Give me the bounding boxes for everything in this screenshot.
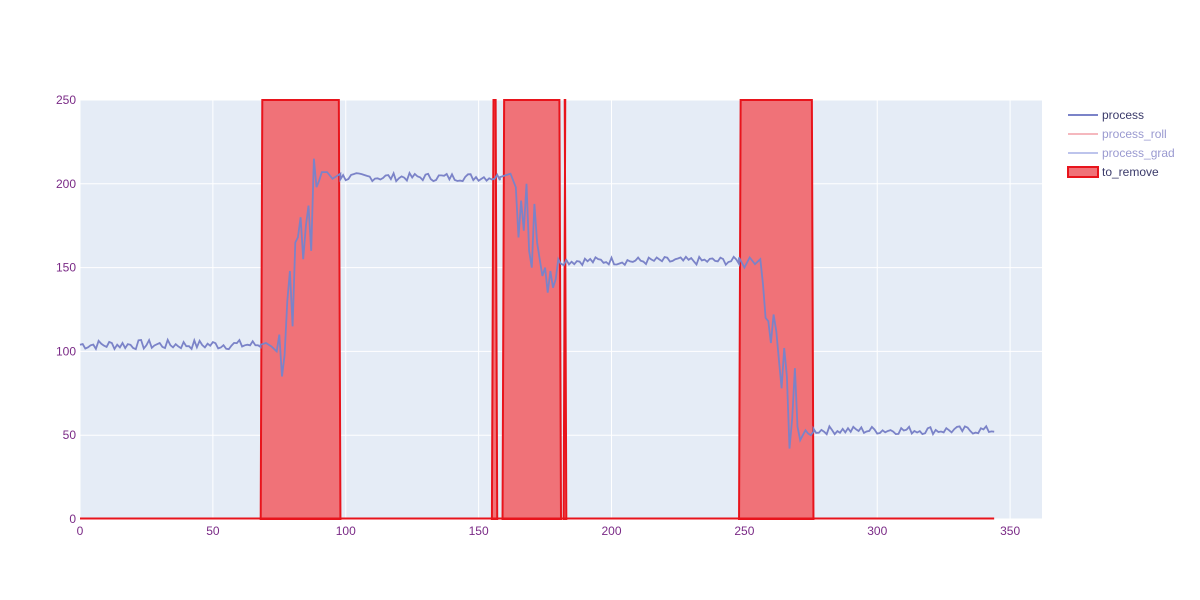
x-tick-label: 200 — [601, 524, 621, 538]
x-tick-label: 250 — [734, 524, 754, 538]
x-tick-label: 0 — [77, 524, 84, 538]
y-tick-label: 200 — [56, 177, 76, 191]
y-tick-label: 100 — [56, 344, 76, 358]
x-tick-label: 350 — [1000, 524, 1020, 538]
x-tick-label: 300 — [867, 524, 887, 538]
y-tick-label: 50 — [63, 428, 77, 442]
legend-swatch-to-remove — [1067, 166, 1099, 178]
legend-label: to_remove — [1102, 165, 1159, 179]
x-axis-ticks: 0 50 100 150 200 250 300 350 — [77, 524, 1021, 538]
to-remove-region — [562, 99, 568, 520]
series-process-line — [79, 158, 995, 449]
x-tick-label: 50 — [206, 524, 220, 538]
y-tick-label: 0 — [69, 512, 76, 526]
legend: process process_roll process_grad to_remove — [1067, 108, 1175, 179]
legend-label: process_grad — [1102, 146, 1175, 160]
to-remove-region — [738, 99, 815, 520]
to-remove-region — [259, 99, 342, 520]
legend-label: process_roll — [1102, 127, 1167, 141]
legend-label: process — [1102, 108, 1144, 122]
y-tick-label: 150 — [56, 261, 76, 275]
to-remove-region — [490, 99, 499, 520]
x-tick-label: 100 — [336, 524, 356, 538]
to-remove-region — [501, 99, 563, 520]
y-tick-label: 250 — [56, 93, 76, 107]
y-axis-ticks: 0 50 100 150 200 250 — [56, 93, 76, 526]
x-tick-label: 150 — [469, 524, 489, 538]
